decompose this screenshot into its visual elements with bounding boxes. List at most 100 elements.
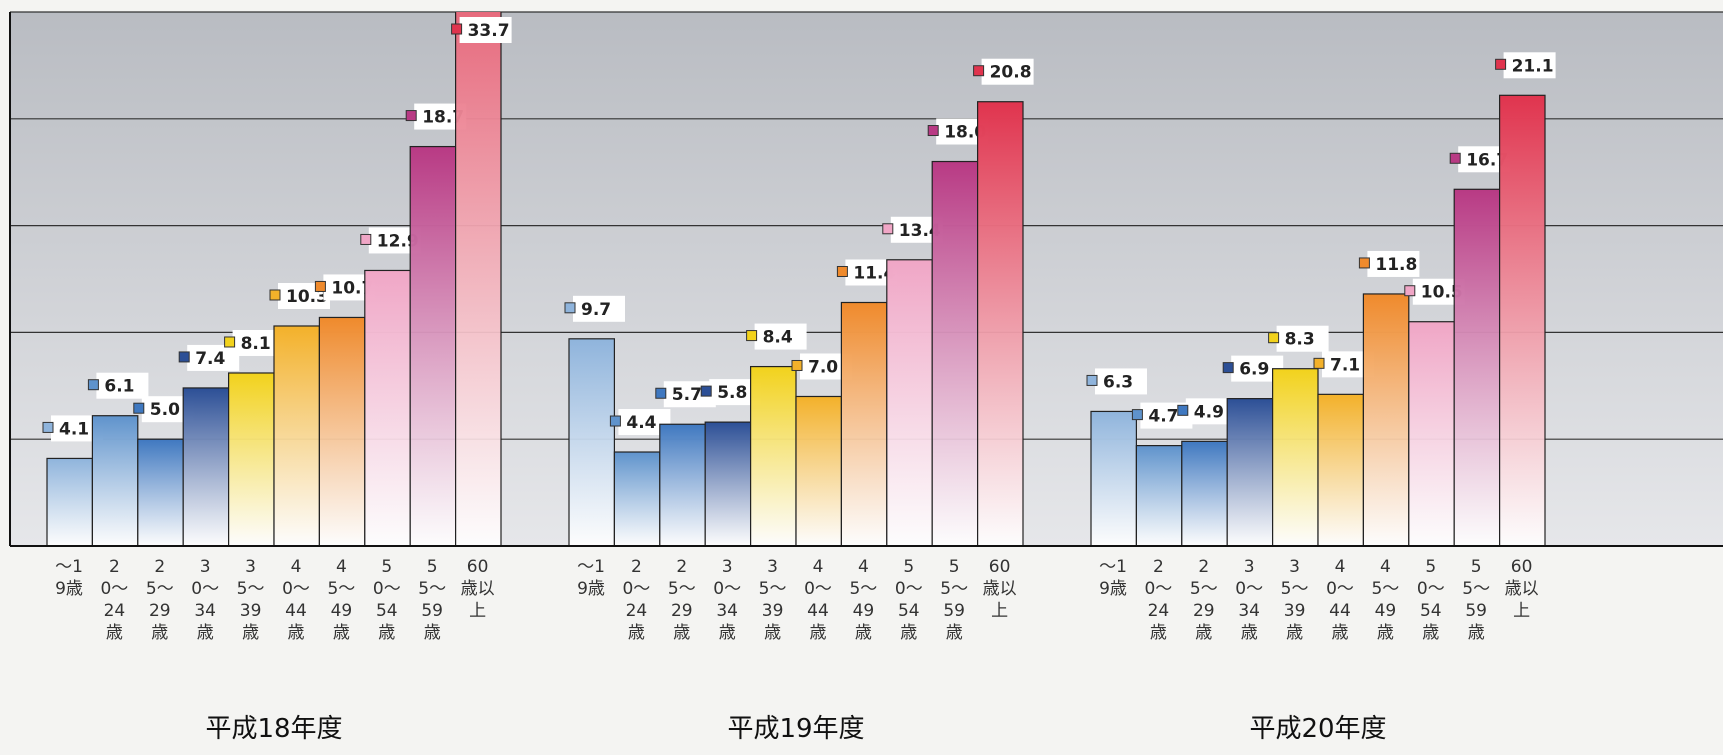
label-marker <box>1313 357 1325 369</box>
x-tick-label: 50〜54歳 <box>1416 557 1445 643</box>
data-label: 18.0 <box>944 123 986 143</box>
label-marker <box>564 302 576 314</box>
x-tick-label: 55〜59歳 <box>418 557 447 643</box>
x-tick-label: 20〜24歳 <box>1144 557 1173 643</box>
x-tick-label: 35〜39歳 <box>758 557 787 643</box>
bar <box>1090 410 1138 546</box>
label-marker <box>927 125 939 137</box>
data-label: 9.7 <box>581 300 611 320</box>
bar <box>704 421 752 546</box>
bar <box>886 259 933 546</box>
data-label: 4.1 <box>59 419 89 439</box>
bar <box>568 338 616 546</box>
bar <box>273 325 321 546</box>
bar <box>1226 398 1274 546</box>
label-marker <box>655 387 667 399</box>
x-tick-label: 40〜44歳 <box>1326 557 1354 643</box>
x-tick-label: 30〜34歳 <box>713 557 742 643</box>
bar <box>976 101 1024 546</box>
data-label: 5.8 <box>717 383 747 403</box>
label-marker <box>836 265 848 277</box>
x-tick-label: 25〜29歳 <box>145 557 174 643</box>
data-label: 11.4 <box>853 263 895 283</box>
bar <box>1453 188 1501 546</box>
label-marker <box>314 280 326 292</box>
bar <box>931 160 979 546</box>
label-marker <box>1268 332 1280 344</box>
x-tick-label: 45〜49歳 <box>1371 557 1400 643</box>
data-label: 5.0 <box>150 400 180 420</box>
x-tick-label: 60歳以上 <box>1504 557 1539 621</box>
data-label: 10.7 <box>331 278 373 298</box>
label-marker <box>746 330 758 342</box>
x-tick-label: 〜19歳 <box>55 557 83 599</box>
data-label: 8.4 <box>763 328 793 348</box>
label-marker <box>133 402 145 414</box>
bar <box>137 438 184 546</box>
x-tick-label: 55〜59歳 <box>940 557 969 643</box>
label-marker <box>973 65 985 77</box>
label-box <box>1095 368 1147 395</box>
label-marker <box>1086 374 1098 386</box>
label-marker <box>269 289 281 301</box>
x-tick-label: 25〜29歳 <box>1189 557 1218 643</box>
label-box <box>187 344 240 371</box>
data-label: 8.1 <box>241 334 271 354</box>
data-label: 5.7 <box>672 385 702 405</box>
bar <box>659 423 706 546</box>
data-label: 20.8 <box>990 63 1032 83</box>
bar <box>46 457 94 546</box>
bar <box>1317 393 1365 546</box>
x-tick-label: 45〜49歳 <box>327 557 356 643</box>
bar <box>1408 321 1455 546</box>
x-tick-label: 〜19歳 <box>1099 557 1127 599</box>
x-tick-label: 50〜54歳 <box>372 557 401 643</box>
bars: 4.1 6.1 5.0 7.4 8.1 10.3 10.7 12.9 18.7 33.7 9.7 4.… <box>42 12 1556 546</box>
data-label: 16.7 <box>1466 150 1508 170</box>
bar <box>1362 293 1410 546</box>
label-box <box>573 295 625 322</box>
label-marker <box>360 233 372 245</box>
bar <box>182 387 230 546</box>
label-marker <box>1404 285 1416 297</box>
group-label: 平成20年度 <box>1249 714 1387 744</box>
label-box <box>96 372 149 399</box>
data-label: 7.0 <box>808 357 838 377</box>
label-marker <box>1222 362 1234 374</box>
data-label: 18.7 <box>422 108 464 128</box>
bar <box>795 395 843 546</box>
data-label: 13.4 <box>899 221 941 241</box>
label-marker <box>87 379 99 391</box>
bar <box>91 415 139 546</box>
label-box <box>1503 52 1556 79</box>
group-label: 平成19年度 <box>727 714 865 744</box>
data-label: 7.4 <box>195 349 225 369</box>
x-tick-label: 35〜39歳 <box>1280 557 1309 643</box>
label-box <box>1276 325 1329 352</box>
label-marker <box>42 421 54 433</box>
data-label: 6.1 <box>104 377 134 397</box>
label-marker <box>791 359 803 371</box>
bar <box>749 365 797 546</box>
data-label: 6.3 <box>1103 372 1133 392</box>
x-tick-label: 〜19歳 <box>577 557 605 599</box>
bar <box>318 316 366 546</box>
bar <box>364 269 411 546</box>
x-tick-label: 55〜59歳 <box>1462 557 1491 643</box>
data-label: 12.9 <box>377 231 419 251</box>
x-tick-label: 45〜49歳 <box>849 557 878 643</box>
x-tick-label: 50〜54歳 <box>894 557 923 643</box>
label-marker <box>178 351 190 363</box>
label-marker <box>1495 58 1507 70</box>
data-label: 8.3 <box>1285 330 1315 350</box>
label-box <box>981 58 1034 85</box>
label-marker <box>1177 404 1189 416</box>
x-tick-label: 60歳以上 <box>460 557 495 621</box>
bar <box>1271 368 1319 546</box>
data-label: 6.9 <box>1239 360 1269 380</box>
label-marker <box>609 415 621 427</box>
label-marker <box>1449 152 1461 164</box>
data-label: 4.7 <box>1148 407 1178 427</box>
x-tick-label: 20〜24歳 <box>100 557 129 643</box>
